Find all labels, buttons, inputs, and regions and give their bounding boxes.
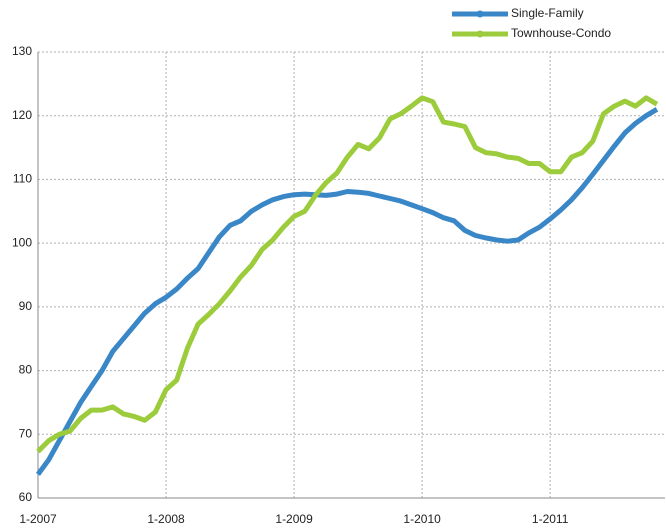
x-tick-label: 1-2010 (403, 512, 441, 526)
y-tick-label: 70 (19, 426, 33, 440)
y-tick-label: 100 (12, 235, 32, 249)
x-tick-label: 1-2007 (19, 512, 57, 526)
y-tick-label: 60 (19, 490, 33, 504)
y-tick-label: 90 (19, 299, 33, 313)
x-tick-label: 1-2011 (532, 512, 569, 526)
x-tick-label: 1-2008 (147, 512, 185, 526)
legend-marker (476, 30, 484, 38)
y-tick-label: 130 (12, 44, 32, 58)
y-tick-label: 110 (13, 172, 32, 186)
legend-label: Townhouse-Condo (511, 26, 611, 40)
series-line (35, 107, 659, 476)
y-tick-label: 80 (19, 363, 33, 377)
y-tick-label: 120 (12, 108, 32, 122)
legend-marker (476, 10, 484, 18)
x-tick-label: 1-2009 (275, 512, 313, 526)
legend-label: Single-Family (511, 6, 584, 20)
series-line (36, 95, 659, 454)
